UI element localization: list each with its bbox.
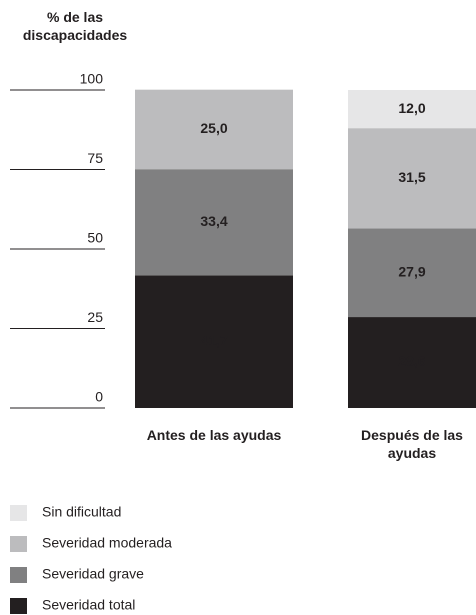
y-tick-label: 100 bbox=[80, 71, 104, 87]
y-tick-label: 50 bbox=[87, 230, 103, 246]
x-tick-label: Antes de las ayudas bbox=[146, 427, 282, 443]
legend-swatch bbox=[10, 598, 27, 614]
legend-label: Sin dificultad bbox=[42, 504, 121, 520]
bar-segment bbox=[348, 128, 476, 229]
legend-label: Severidad grave bbox=[42, 566, 144, 582]
y-axis-label: % de las discapacidades bbox=[22, 9, 128, 43]
legend-swatch bbox=[10, 536, 27, 552]
bar-segment bbox=[135, 275, 293, 408]
data-label: 28,6 bbox=[398, 353, 425, 369]
data-label: 41,7 bbox=[200, 332, 227, 348]
legend-swatch bbox=[10, 505, 27, 521]
data-label: 31,5 bbox=[398, 169, 425, 185]
bar-segment bbox=[348, 317, 476, 408]
legend-label: Severidad total bbox=[42, 597, 135, 613]
x-tick-label: Después de las ayudas bbox=[361, 427, 463, 461]
data-label: 12,0 bbox=[398, 100, 425, 116]
y-tick-label: 25 bbox=[87, 309, 103, 325]
legend-label: Severidad moderada bbox=[42, 535, 172, 551]
y-tick-label: 0 bbox=[95, 389, 103, 405]
bar-segment bbox=[348, 90, 476, 129]
y-tick-label: 75 bbox=[87, 150, 103, 166]
legend-swatch bbox=[10, 567, 27, 583]
data-label: 25,0 bbox=[200, 120, 227, 136]
data-label: 33,4 bbox=[200, 213, 227, 229]
bar-segment bbox=[135, 89, 293, 170]
bar-segment bbox=[348, 228, 476, 318]
bar-segment bbox=[135, 169, 293, 276]
data-label: 27,9 bbox=[398, 263, 425, 279]
